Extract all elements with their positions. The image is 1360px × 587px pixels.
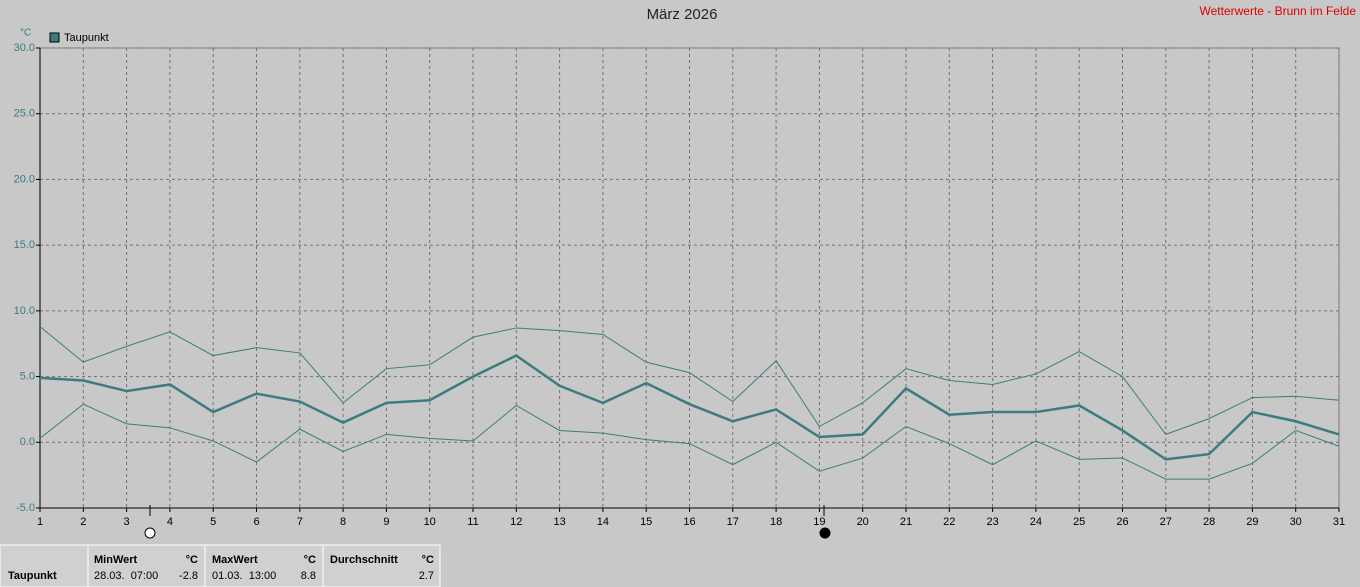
moon-new <box>819 527 831 539</box>
unit: °C <box>422 554 434 566</box>
header: MaxWert <box>212 554 258 566</box>
x-tick-label: 13 <box>553 516 565 528</box>
time: 01.03. 13:00 <box>212 570 276 582</box>
x-tick-label: 12 <box>510 516 522 528</box>
x-tick-label: 22 <box>943 516 955 528</box>
value: -2.8 <box>179 570 198 582</box>
x-tick-label: 18 <box>770 516 782 528</box>
x-tick-label: 24 <box>1030 516 1042 528</box>
legend-swatch <box>49 32 60 43</box>
x-tick-label: 10 <box>424 516 436 528</box>
x-tick-label: 23 <box>986 516 998 528</box>
x-tick-label: 31 <box>1333 516 1345 528</box>
unit-label: °C <box>20 28 31 39</box>
y-tick-label: 10.0 <box>14 305 35 317</box>
x-tick-label: 2 <box>80 516 86 528</box>
y-tick-label: 15.0 <box>14 239 35 251</box>
x-tick-label: 9 <box>383 516 389 528</box>
plot-area: -5.00.05.010.015.020.025.030.01 2 3 4 5 6 7 8 9 1… <box>14 32 1346 528</box>
x-tick-label: 20 <box>857 516 869 528</box>
x-tick-label: 14 <box>597 516 609 528</box>
x-tick-label: 3 <box>124 516 130 528</box>
x-tick-label: 7 <box>297 516 303 528</box>
x-tick-label: 11 <box>467 516 478 528</box>
table-bg <box>0 544 441 587</box>
unit: °C <box>186 554 198 566</box>
x-tick-label: 27 <box>1160 516 1172 528</box>
line <box>39 403 1340 480</box>
x-tick-label: 6 <box>253 516 259 528</box>
y-tick-label: 20.0 <box>14 173 35 185</box>
header: Durchschnitt <box>330 554 398 566</box>
moon-full <box>144 527 156 539</box>
row-label: Taupunkt <box>8 570 57 582</box>
x-tick-label: 26 <box>1116 516 1128 528</box>
value: 8.8 <box>301 570 316 582</box>
line <box>39 354 1340 461</box>
value: 2.7 <box>419 570 434 582</box>
y-tick-label: 30.0 <box>14 42 35 54</box>
stats-table: Taupunkt MinWert °C 28.03. 07:00 -2.8 Ma… <box>0 544 441 587</box>
x-tick-label: 25 <box>1073 516 1085 528</box>
y-tick-label: 25.0 <box>14 108 35 120</box>
chart-title: März 2026 <box>647 6 718 23</box>
x-tick-label: 30 <box>1290 516 1302 528</box>
x-tick-label: 5 <box>210 516 216 528</box>
header: MinWert <box>94 554 138 566</box>
y-tick-label: -5.0 <box>16 502 35 514</box>
x-tick-label: 4 <box>167 516 173 528</box>
x-tick-label: 19 <box>813 516 825 528</box>
y-tick-label: 0.0 <box>20 436 35 448</box>
x-tick-label: 29 <box>1246 516 1258 528</box>
x-tick-label: 16 <box>683 516 695 528</box>
y-tick-label: 5.0 <box>20 370 35 382</box>
time: 28.03. 07:00 <box>94 570 158 582</box>
x-tick-label: 8 <box>340 516 346 528</box>
x-tick-label: 28 <box>1203 516 1215 528</box>
x-tick-label: 1 <box>37 516 43 528</box>
x-tick-label: 15 <box>640 516 652 528</box>
legend-label: Taupunkt <box>64 32 109 44</box>
source: Wetterwerte - Brunn im Felde <box>1200 4 1357 18</box>
x-tick-label: 21 <box>900 516 912 528</box>
line <box>39 326 1340 435</box>
unit: °C <box>304 554 316 566</box>
x-tick-label: 17 <box>727 516 739 528</box>
